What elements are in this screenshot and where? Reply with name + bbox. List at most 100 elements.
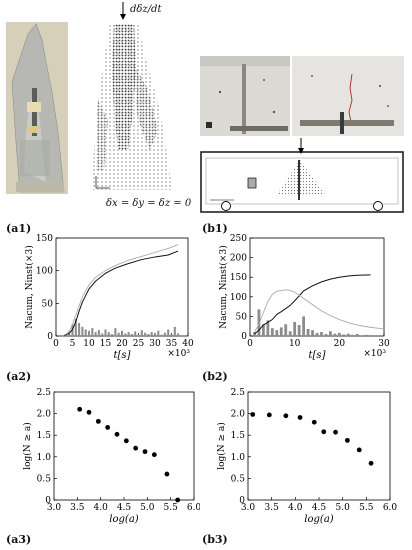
scatter-point — [356, 447, 362, 453]
x-tick-label: 5.0 — [140, 503, 155, 513]
label-b2: (b2) — [202, 370, 228, 383]
histogram-bar — [130, 334, 133, 336]
label-a1: (a1) — [6, 222, 32, 235]
y-tick-label: 50 — [236, 312, 248, 322]
histogram-bar — [74, 319, 77, 336]
histogram-bar — [137, 334, 140, 336]
y-axis-label: log(N ≥ a) — [22, 422, 33, 470]
histogram-bar — [124, 333, 127, 336]
scatter-point — [283, 413, 289, 419]
series-line-cumulative — [62, 250, 179, 337]
histogram-bar — [101, 333, 104, 336]
x-tick-label: 4.0 — [288, 503, 303, 513]
scatter-point — [123, 438, 129, 444]
x-tick-label: 0 — [247, 339, 253, 349]
x-multiplier: ×10³ — [167, 349, 190, 359]
y-axis-label: Nacum, Ninst(×3) — [24, 245, 35, 328]
x-tick-label: 25 — [133, 339, 145, 349]
y-tick-label: 1.5 — [37, 431, 52, 441]
scatter-point — [77, 406, 83, 412]
plot-frame — [53, 391, 195, 501]
y-tick-label: 50 — [42, 299, 54, 309]
histogram-bar — [134, 331, 137, 336]
histogram-bar — [160, 334, 163, 336]
histogram-bar — [257, 309, 261, 336]
histogram-bar — [107, 332, 110, 336]
histogram-bar — [127, 332, 130, 336]
histogram-bar — [351, 334, 355, 336]
x-tick-label: 6.0 — [383, 503, 398, 513]
x-tick-label: 5.0 — [336, 503, 351, 513]
y-tick-label: 0 — [47, 332, 53, 342]
load-label: dδz/dt — [130, 4, 162, 15]
y-tick-label: 100 — [36, 267, 53, 277]
histogram-bar — [97, 330, 100, 336]
chart-b2: 0 10 20 30 0 50 100 150 200 250 t[s] Nacum, Ninst(×… — [218, 234, 390, 361]
histogram-bar — [157, 330, 160, 336]
histogram-bar — [170, 334, 173, 336]
boundary-condition: δx = δy = δz = 0 — [106, 198, 192, 209]
histogram-bar — [342, 334, 346, 336]
label-a3: (a3) — [6, 533, 32, 546]
y-tick-label: 2.5 — [231, 388, 246, 398]
histogram-bar — [337, 332, 341, 336]
beam-photo-right — [292, 56, 404, 136]
y-tick-label: 1.5 — [231, 431, 246, 441]
scatter-point — [345, 437, 350, 443]
histogram-bar — [324, 334, 328, 336]
label-a2: (a2) — [6, 370, 32, 383]
x-tick-label: 0 — [53, 339, 59, 349]
y-tick-label: 150 — [230, 273, 247, 283]
histogram-bar — [120, 330, 124, 336]
histogram-bar — [140, 330, 143, 336]
y-tick-label: 100 — [230, 293, 247, 303]
histogram-bar — [364, 334, 368, 336]
series-line-instant — [62, 244, 179, 337]
scatter-point — [311, 419, 317, 425]
scatter-point — [250, 412, 256, 417]
x-tick-label: 3.5 — [265, 503, 280, 513]
series-line-instant — [254, 289, 385, 333]
histogram-bar — [114, 328, 117, 336]
scatter-point — [142, 449, 148, 455]
histogram-bar — [111, 334, 114, 336]
histogram-bar — [293, 321, 297, 336]
histogram-bar — [64, 334, 67, 336]
histogram-bar — [87, 330, 91, 336]
scatter-point — [151, 452, 157, 458]
y-tick-label: 150 — [36, 234, 53, 244]
histogram-bar — [163, 332, 166, 336]
histogram-bar — [275, 330, 279, 336]
y-tick-label: 0.5 — [231, 474, 246, 484]
histogram-bar — [147, 334, 150, 336]
y-tick-label: 250 — [230, 234, 247, 244]
y-axis-label: log(N ≥ a) — [216, 422, 227, 470]
x-tick-label: 10 — [289, 339, 301, 349]
histogram-bar — [167, 329, 170, 336]
x-tick-label: 35 — [166, 339, 178, 349]
y-tick-label: 1.0 — [231, 453, 246, 463]
histogram-bar — [270, 328, 274, 336]
label-b1: (b1) — [202, 222, 228, 235]
x-tick-label: 20 — [334, 339, 346, 349]
chart-b3: 3.0 3.5 4.0 4.5 5.0 5.5 6.0 0 0.5 1.0 1.5 2.0 2.5 log… — [216, 388, 398, 525]
x-axis-label: t[s] — [309, 350, 326, 361]
x-axis-label: log(a) — [304, 514, 333, 525]
x-tick-label: 30 — [378, 339, 390, 349]
x-tick-label: 20 — [116, 339, 128, 349]
scatter-point — [114, 431, 120, 437]
histogram-bar — [150, 332, 153, 336]
scatter-point — [368, 460, 374, 466]
y-tick-label: 0 — [241, 332, 247, 342]
scatter-point — [175, 497, 181, 503]
y-tick-label: 0.5 — [37, 474, 52, 484]
x-tick-label: 4.5 — [312, 503, 327, 513]
series-line-cumulative — [254, 274, 371, 335]
histogram-bar — [78, 322, 81, 336]
histogram-bar — [315, 332, 319, 336]
x-tick-label: 30 — [149, 339, 161, 349]
histogram-bar — [288, 331, 292, 336]
y-tick-label: 2.0 — [37, 410, 52, 420]
histogram-bar — [262, 324, 265, 336]
scatter-point — [333, 429, 338, 435]
